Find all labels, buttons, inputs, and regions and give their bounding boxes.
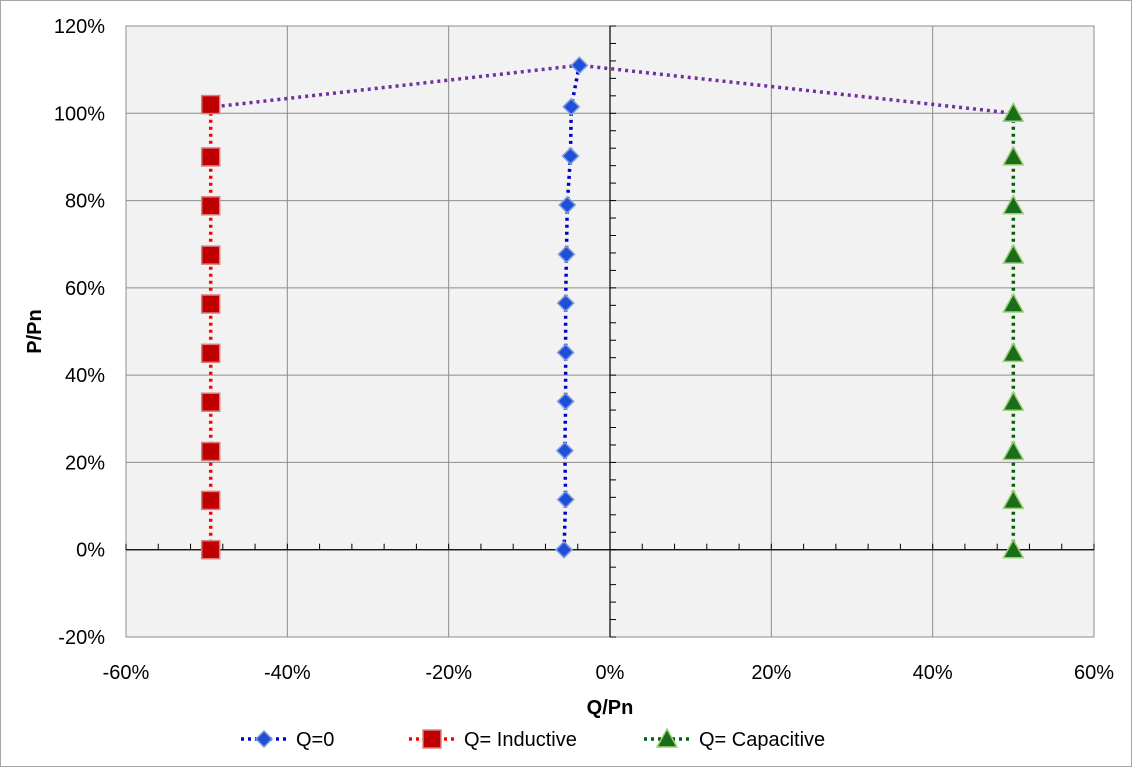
data-point-triangle (1002, 439, 1025, 461)
data-point-square (200, 294, 221, 314)
y-tick-label: 100% (54, 103, 105, 125)
data-point-square (200, 94, 221, 115)
data-point-square (200, 490, 221, 511)
data-point-triangle (1002, 243, 1025, 264)
y-tick-label: -20% (58, 627, 105, 649)
data-point-triangle (1002, 194, 1025, 215)
y-tick-label: 80% (65, 191, 105, 213)
data-point-diamond (556, 294, 575, 313)
data-point-diamond (558, 195, 577, 214)
data-point-diamond (561, 146, 580, 166)
data-point-triangle (1002, 292, 1025, 313)
data-point-diamond (570, 56, 589, 75)
data-point-triangle (1002, 341, 1025, 363)
data-point-diamond (556, 490, 575, 509)
legend-label: Q= Capacitive (699, 729, 825, 751)
y-tick-label: 40% (65, 365, 105, 387)
y-tick-label: 0% (76, 540, 105, 562)
legend-marker-triangle (655, 727, 679, 748)
data-point-square (200, 392, 221, 412)
data-point-square (200, 147, 221, 167)
data-point-square (200, 196, 221, 216)
data-point-diamond (555, 441, 574, 460)
legend-label: Q= Inductive (464, 729, 577, 751)
y-tick-label: 60% (65, 278, 105, 300)
data-point-triangle (1002, 101, 1025, 123)
data-point-square (200, 441, 221, 462)
data-point-diamond (556, 343, 575, 362)
data-point-triangle (1002, 145, 1025, 166)
x-tick-label: 0% (596, 662, 625, 684)
x-axis-title: Q/Pn (587, 697, 634, 719)
y-axis-title: P/Pn (24, 309, 46, 353)
y-tick-label: 120% (54, 16, 105, 38)
legend-marker-diamond (254, 729, 274, 749)
data-point-triangle (1002, 538, 1025, 559)
x-tick-label: -40% (264, 662, 311, 684)
x-tick-label: 40% (913, 662, 953, 684)
x-tick-label: 60% (1074, 662, 1114, 684)
data-point-diamond (556, 392, 575, 411)
y-tick-label: 20% (65, 452, 105, 474)
data-point-diamond (554, 540, 574, 559)
data-point-square (200, 245, 221, 265)
data-point-square (200, 343, 221, 364)
legend-marker-square (422, 729, 442, 749)
x-tick-label: -60% (103, 662, 150, 684)
data-point-diamond (557, 245, 576, 264)
x-tick-label: 20% (751, 662, 791, 684)
legend-label: Q=0 (296, 729, 334, 751)
data-point-square (200, 539, 221, 560)
data-point-diamond (562, 97, 581, 116)
data-point-triangle (1002, 488, 1025, 510)
x-tick-label: -20% (425, 662, 472, 684)
data-point-triangle (1002, 390, 1025, 411)
